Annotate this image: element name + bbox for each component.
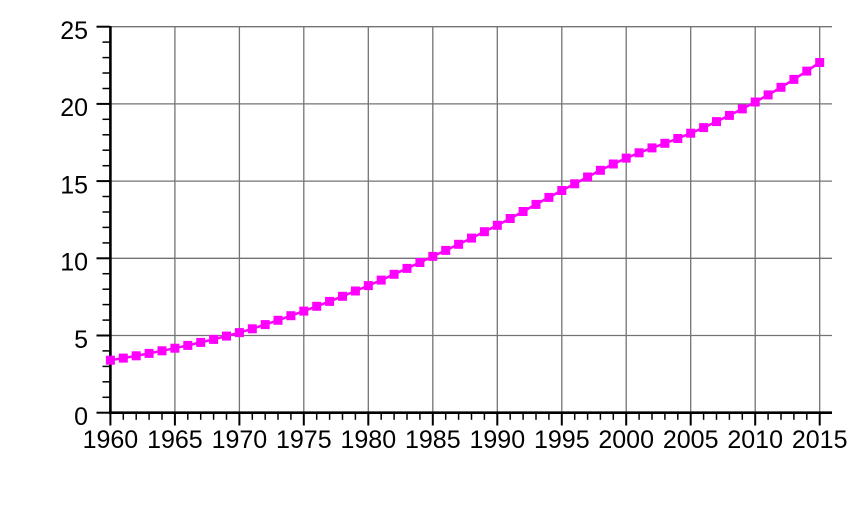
- svg-text:1975: 1975: [276, 426, 332, 454]
- svg-text:1960: 1960: [83, 426, 139, 454]
- svg-text:1995: 1995: [534, 426, 590, 454]
- svg-text:0: 0: [74, 403, 88, 431]
- svg-text:25: 25: [60, 17, 88, 45]
- svg-text:1985: 1985: [405, 426, 461, 454]
- svg-text:1980: 1980: [340, 426, 396, 454]
- svg-text:2015: 2015: [792, 426, 848, 454]
- svg-text:10: 10: [60, 249, 88, 277]
- svg-text:1970: 1970: [212, 426, 268, 454]
- svg-text:1965: 1965: [147, 426, 203, 454]
- svg-text:2010: 2010: [727, 426, 783, 454]
- svg-text:2005: 2005: [663, 426, 719, 454]
- svg-text:2000: 2000: [598, 426, 654, 454]
- svg-text:5: 5: [74, 326, 88, 354]
- svg-text:1990: 1990: [469, 426, 525, 454]
- svg-text:20: 20: [60, 94, 88, 122]
- svg-text:15: 15: [60, 171, 88, 199]
